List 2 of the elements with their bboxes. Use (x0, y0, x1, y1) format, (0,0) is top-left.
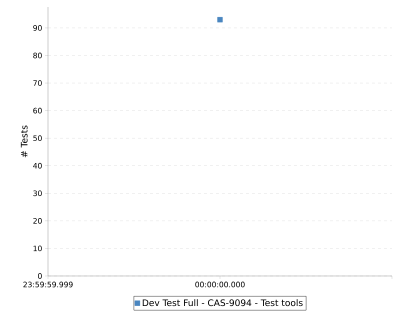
y-axis-title: # Tests (20, 126, 28, 158)
legend-label: Dev Test Full - CAS-9094 - Test tools (142, 299, 303, 306)
